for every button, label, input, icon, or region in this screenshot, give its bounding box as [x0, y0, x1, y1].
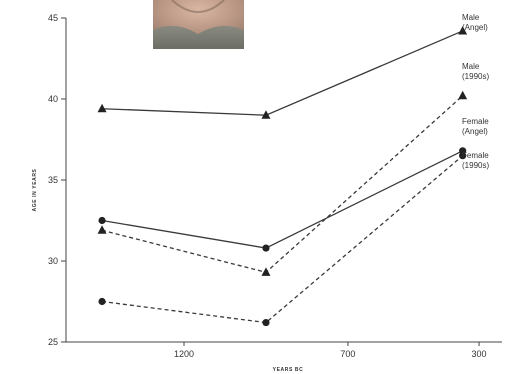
y-tick-label: 25: [48, 337, 58, 347]
y-tick-label: 35: [48, 175, 58, 185]
x-axis-title: YEARS BC: [273, 367, 304, 373]
y-tick-label: 40: [48, 94, 58, 104]
data-point-male-angel: [97, 103, 107, 113]
data-point-female-1990s: [459, 152, 467, 160]
legend-male-1990s: Male (1990s): [462, 62, 489, 81]
legend-female-1990s: Female (1990s): [462, 151, 489, 170]
series-line-male-1990s: [101, 95, 464, 274]
x-tick-label: 300: [472, 349, 487, 359]
legend-female-angel: Female (Angel): [462, 117, 489, 136]
data-point-male-1990s: [261, 267, 271, 276]
y-tick-label: 30: [48, 256, 58, 266]
data-point-male-angel: [261, 110, 271, 119]
x-tick-label: 1200: [174, 349, 194, 359]
data-point-female-angel: [262, 244, 270, 252]
series-line-female-1990s: [101, 155, 464, 324]
y-axis-title: AGE IN YEARS: [32, 168, 38, 211]
data-point-female-1990s: [98, 297, 106, 306]
portrait-photo-icon: [153, 0, 244, 49]
data-point-female-1990s: [262, 318, 270, 327]
y-tick-label: 45: [48, 13, 58, 23]
data-point-male-1990s: [458, 90, 468, 100]
series-line-female-angel: [101, 150, 463, 249]
x-tick-label: 700: [340, 349, 355, 359]
legend-male-angel: Male (Angel): [462, 13, 488, 32]
data-point-male-angel: [458, 25, 468, 35]
data-point-male-1990s: [97, 225, 107, 234]
data-point-female-angel: [98, 216, 106, 225]
